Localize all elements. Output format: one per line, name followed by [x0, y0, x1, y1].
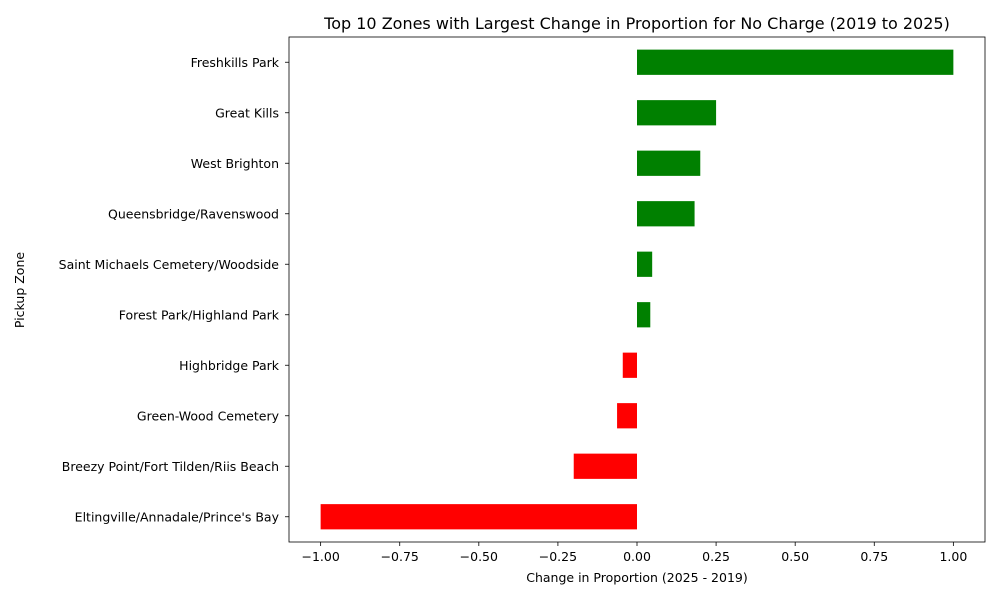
bar — [573, 453, 637, 479]
y-tick-label: Great Kills — [215, 105, 279, 120]
plot-frame — [288, 36, 986, 543]
x-tick-label: 0.00 — [623, 549, 651, 564]
chart-title: Top 10 Zones with Largest Change in Prop… — [323, 14, 950, 33]
x-tick-label: −1.00 — [301, 549, 339, 564]
y-tick-label: Queensbridge/Ravenswood — [108, 206, 279, 221]
plot-area: Freshkills Park Great Kills West Brighton Q… — [59, 36, 986, 564]
x-tick-label: 1.00 — [939, 549, 967, 564]
bar — [617, 403, 637, 429]
bar — [637, 251, 653, 277]
y-tick-label: Highbridge Park — [179, 358, 280, 373]
bar — [637, 201, 695, 227]
y-tick-label: Eltingville/Annadale/Prince's Bay — [75, 509, 280, 524]
x-tick-label: −0.50 — [460, 549, 498, 564]
x-tick-label: −0.25 — [539, 549, 577, 564]
bar — [637, 49, 954, 75]
bar — [637, 150, 701, 176]
bar — [637, 302, 651, 328]
x-tick-label: 0.50 — [781, 549, 809, 564]
x-tick-label: 0.75 — [860, 549, 888, 564]
x-tick-label: −0.75 — [381, 549, 419, 564]
bar — [622, 352, 637, 378]
bar — [637, 100, 717, 126]
y-axis-label: Pickup Zone — [12, 252, 27, 328]
y-tick-label: Green-Wood Cemetery — [137, 408, 280, 423]
bar — [320, 504, 637, 530]
y-tick-label: Forest Park/Highland Park — [119, 307, 280, 322]
y-tick-label: Saint Michaels Cemetery/Woodside — [59, 257, 280, 272]
x-tick-label: 0.25 — [702, 549, 730, 564]
y-tick-label: Freshkills Park — [191, 55, 280, 70]
y-tick-label: Breezy Point/Fort Tilden/Riis Beach — [62, 459, 279, 474]
x-axis-label: Change in Proportion (2025 - 2019) — [526, 570, 748, 585]
y-tick-label: West Brighton — [191, 156, 279, 171]
